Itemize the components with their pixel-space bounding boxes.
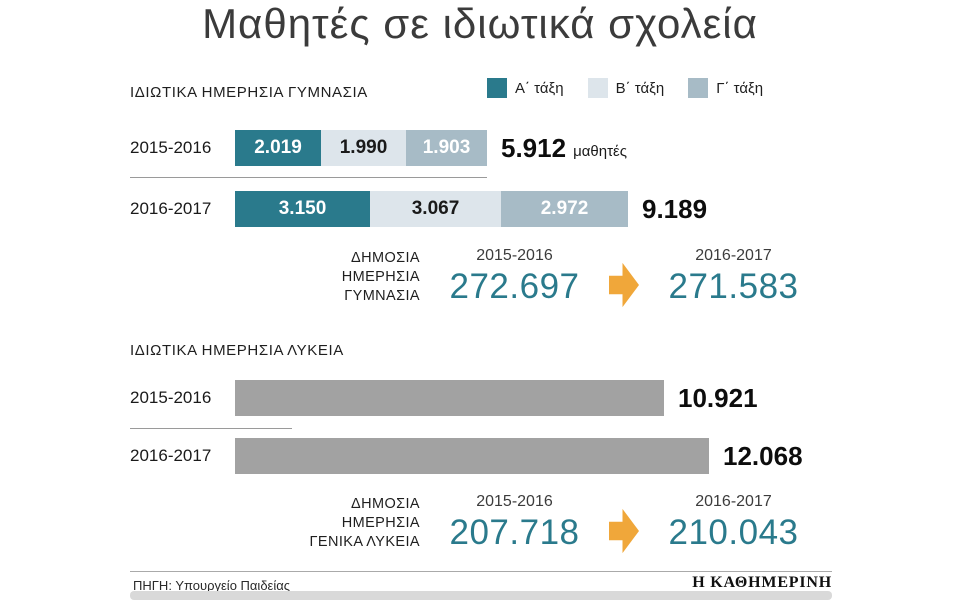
public-from-year: 2015-2016 <box>476 247 553 264</box>
public-lykeia-block: ΔΗΜΟΣΙΑ ΗΜΕΡΗΣΙΑ ΓΕΝΙΚΑ ΛΥΚΕΙΑ 2015-2016… <box>200 492 806 554</box>
bar-row-gymnasia-2016: 2016-2017 3.150 3.067 2.972 9.189 <box>130 191 707 227</box>
legend-swatch-class-a-icon <box>487 78 507 98</box>
total-suffix: μαθητές <box>573 142 627 160</box>
public-from: 2015-2016 272.697 <box>442 247 587 307</box>
chart-title: Μαθητές σε ιδιωτικά σχολεία <box>202 0 758 47</box>
legend-item-class-c: Γ΄ τάξη <box>688 78 763 98</box>
bar-segment-class-a: 2.019 <box>235 130 321 166</box>
bar-row-lykeia-2016: 2016-2017 12.068 <box>130 438 803 474</box>
arrow-right-icon <box>609 508 639 554</box>
public-to-year: 2016-2017 <box>695 247 772 264</box>
public-label-line: ΗΜΕΡΗΣΙΑ <box>341 268 420 285</box>
segment-value: 2.019 <box>254 137 302 158</box>
public-from-year: 2015-2016 <box>476 493 553 510</box>
public-to-value: 210.043 <box>668 513 799 552</box>
divider-lykeia <box>130 428 292 429</box>
public-to: 2016-2017 271.583 <box>661 247 806 307</box>
public-label-line: ΗΜΕΡΗΣΙΑ <box>341 514 420 531</box>
legend-item-class-b: Β΄ τάξη <box>587 78 665 98</box>
legend-swatch-class-b-icon <box>587 78 608 98</box>
bar-row-gymnasia-2015: 2015-2016 2.019 1.990 1.903 5.912 μαθητέ… <box>130 130 627 166</box>
legend-label-class-c: Γ΄ τάξη <box>716 79 764 97</box>
bar-lykeia <box>235 438 709 474</box>
bar-segment-class-b: 3.067 <box>370 191 501 227</box>
bar-segment-class-a: 3.150 <box>235 191 370 227</box>
divider-gymnasia <box>130 177 487 178</box>
legend-label-class-b: Β΄ τάξη <box>615 79 665 97</box>
public-label-line: ΔΗΜΟΣΙΑ <box>351 495 420 512</box>
bar-segment-class-b: 1.990 <box>321 130 406 166</box>
section-label-gymnasia: ΙΔΙΩΤΙΚΑ ΗΜΕΡΗΣΙΑ ΓΥΜΝΑΣΙΑ <box>130 84 368 101</box>
public-label: ΔΗΜΟΣΙΑ ΗΜΕΡΗΣΙΑ ΓΕΝΙΚΑ ΛΥΚΕΙΑ <box>200 495 420 552</box>
bottom-strip <box>130 591 832 600</box>
segment-value: 3.150 <box>278 198 327 219</box>
public-to: 2016-2017 210.043 <box>661 493 806 553</box>
public-gymnasia-block: ΔΗΜΟΣΙΑ ΗΜΕΡΗΣΙΑ ΓΥΜΝΑΣΙΑ 2015-2016 272.… <box>200 246 806 308</box>
bar-row-lykeia-2015: 2015-2016 10.921 <box>130 380 758 416</box>
bar-segment-class-c: 2.972 <box>501 191 628 227</box>
public-label-line: ΓΕΝΙΚΑ ΛΥΚΕΙΑ <box>309 533 420 550</box>
year-label: 2016-2017 <box>130 199 212 218</box>
bar-lykeia <box>235 380 664 416</box>
legend: Α΄ τάξη Β΄ τάξη Γ΄ τάξη <box>487 78 763 98</box>
row-total: 12.068 <box>723 440 803 471</box>
public-label-line: ΓΥΜΝΑΣΙΑ <box>344 287 420 304</box>
year-label: 2015-2016 <box>130 388 212 407</box>
legend-item-class-a: Α΄ τάξη <box>487 78 564 98</box>
brand-logo: Η ΚΑΘΗΜΕΡΙΝΗ <box>692 574 832 591</box>
row-total: 10.921 <box>678 382 758 413</box>
public-to-value: 271.583 <box>668 267 799 306</box>
arrow-right-icon <box>609 262 639 308</box>
source-note: ΠΗΓΗ: Υπουργείο Παιδείας <box>133 578 291 593</box>
year-label: 2015-2016 <box>130 138 212 157</box>
row-total: 9.189 <box>642 193 708 224</box>
section-label-lykeia: ΙΔΙΩΤΙΚΑ ΗΜΕΡΗΣΙΑ ΛΥΚΕΙΑ <box>130 342 344 359</box>
public-label: ΔΗΜΟΣΙΑ ΗΜΕΡΗΣΙΑ ΓΥΜΝΑΣΙΑ <box>200 249 420 306</box>
segment-value: 2.972 <box>540 198 589 219</box>
row-total: 5.912 <box>501 132 567 163</box>
legend-swatch-class-c-icon <box>688 78 709 98</box>
bar-segment-class-c: 1.903 <box>406 130 487 166</box>
public-from: 2015-2016 207.718 <box>442 493 587 553</box>
footer-divider <box>130 571 832 572</box>
segment-value: 1.990 <box>339 137 388 158</box>
segment-value: 3.067 <box>411 198 460 219</box>
public-label-line: ΔΗΜΟΣΙΑ <box>351 249 420 266</box>
public-from-value: 272.697 <box>449 267 580 306</box>
year-label: 2016-2017 <box>130 446 212 465</box>
public-from-value: 207.718 <box>449 513 580 552</box>
public-to-year: 2016-2017 <box>695 493 772 510</box>
stacked-bar: 3.150 3.067 2.972 <box>235 191 628 227</box>
legend-label-class-a: Α΄ τάξη <box>515 79 564 97</box>
stacked-bar: 2.019 1.990 1.903 <box>235 130 487 166</box>
segment-value: 1.903 <box>422 137 471 158</box>
